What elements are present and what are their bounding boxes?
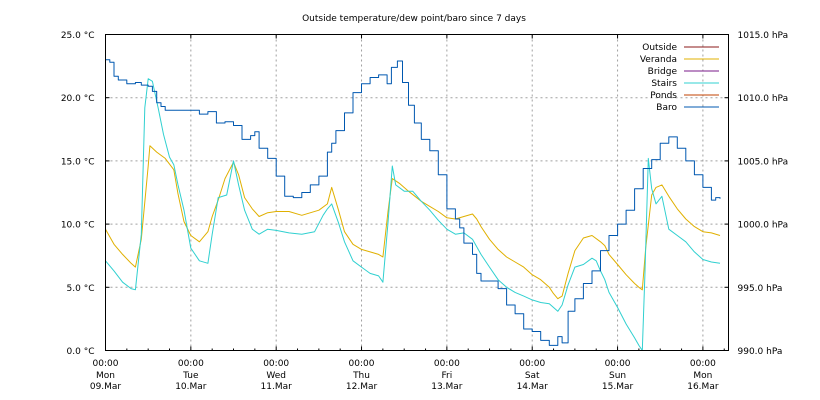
series-line-baro [105,59,721,346]
y-tick-label-right: 1005.0 hPa [738,157,789,167]
legend-label-baro: Baro [656,103,677,113]
grid [105,34,729,351]
x-tick-label-day: Sun [609,371,626,381]
legend-label-stairs: Stairs [651,79,677,89]
x-tick-label-time: 00:00 [519,359,545,369]
legend: Outside Veranda Bridge Stairs Ponds Baro [640,43,719,113]
y-tick-label-right: 1015.0 hPa [738,31,789,41]
x-tick-label-day: Mon [96,371,115,381]
x-tick-label-day: Thu [352,371,370,381]
y-tick-label-right: 1000.0 hPa [738,221,789,231]
y-tick-label-left: 0.0 °C [67,347,95,357]
x-tick-label-time: 00:00 [434,359,460,369]
y-tick-label-left: 25.0 °C [61,31,95,41]
x-tick-label-day: Mon [693,371,712,381]
x-tick-label-date: 14.Mar [517,382,549,392]
y-tick-label-left: 10.0 °C [61,221,95,231]
legend-label-outside: Outside [642,43,677,53]
x-tick-label-date: 10.Mar [175,382,207,392]
series-line-stairs [105,78,721,351]
y-tick-label-left: 5.0 °C [67,284,95,294]
x-tick-label-date: 15.Mar [602,382,634,392]
x-tick-label-date: 12.Mar [346,382,378,392]
x-tick-label-day: Wed [266,371,286,381]
y-tick-label-right: 995.0 hPa [738,284,783,294]
y-tick-label-left: 15.0 °C [61,157,95,167]
x-tick-label-day: Sat [525,371,540,381]
x-tick-label-day: Tue [182,371,199,381]
y-tick-label-right: 990.0 hPa [738,347,783,357]
chart-title: Outside temperature/dew point/baro since… [302,14,526,24]
y-tick-label-right: 1010.0 hPa [738,94,789,104]
x-tick-label-date: 13.Mar [431,382,463,392]
plot-frame [105,34,729,351]
x-tick-label-date: 16.Mar [687,382,719,392]
x-tick-label-time: 00:00 [690,359,716,369]
series-line-veranda [105,145,721,300]
legend-label-veranda: Veranda [640,55,677,65]
x-tick-label-time: 00:00 [263,359,289,369]
x-tick-label-day: Fri [442,371,453,381]
plot-area [105,59,721,351]
x-tick-label-date: 09.Mar [90,382,122,392]
x-tick-label-time: 00:00 [178,359,204,369]
x-tick-label-time: 00:00 [605,359,631,369]
legend-label-ponds: Ponds [650,91,677,101]
x-tick-label-date: 11.Mar [261,382,293,392]
x-tick-label-time: 00:00 [349,359,375,369]
legend-label-bridge: Bridge [648,67,678,77]
y-tick-label-left: 20.0 °C [61,94,95,104]
axes: 0.0 °C 5.0 °C 10.0 °C 15.0 °C 20.0 °C 25.0 °C… [61,31,788,392]
x-tick-label-time: 00:00 [93,359,119,369]
